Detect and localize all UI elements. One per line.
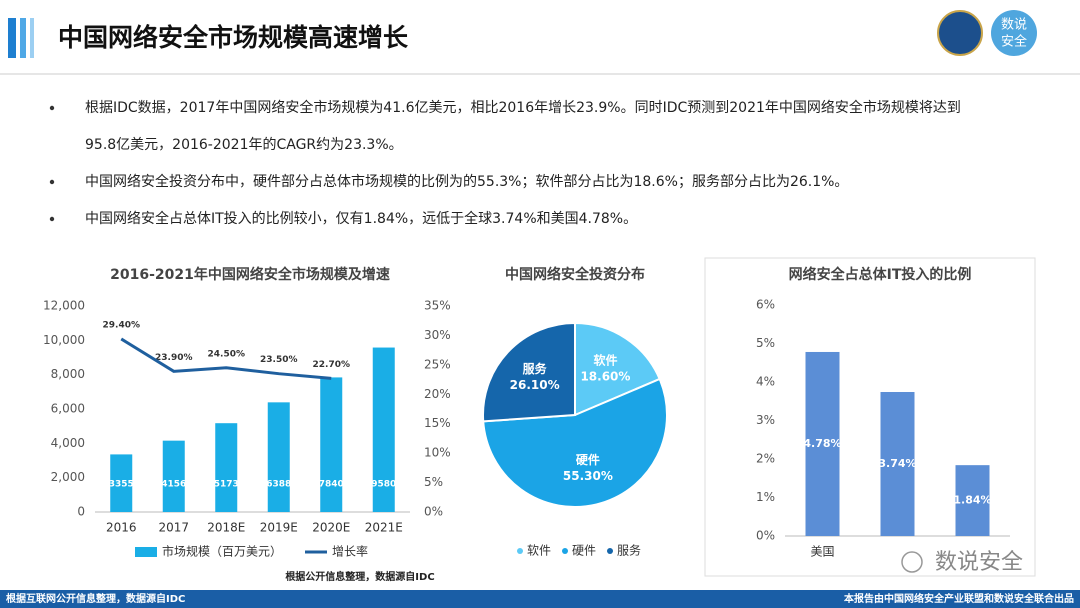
y-tick-label: 3% (756, 413, 775, 427)
bar-value-label: 1.84% (953, 494, 991, 507)
x-tick-label: 2021E (365, 521, 403, 535)
bar-value-label: 4.78% (803, 437, 841, 450)
bar-value-label: 9580 (371, 480, 396, 490)
y-tick-label: 4% (756, 375, 775, 389)
y2-tick-label: 15% (424, 416, 451, 430)
line-value-label: 23.90% (155, 353, 193, 363)
slice-label: 硬件 (576, 452, 600, 467)
x-tick-label: 2016 (106, 521, 137, 535)
bar (215, 423, 238, 512)
bar (955, 465, 990, 536)
footer-bar (0, 590, 1080, 608)
y-tick-label: 0% (756, 529, 775, 543)
logo-text: 安全 (1001, 34, 1027, 50)
bar-value-label: 4156 (161, 480, 186, 490)
line-value-label: 23.50% (260, 355, 298, 365)
pie-slice (574, 321, 661, 417)
slice-value-label: 26.10% (510, 378, 560, 392)
line-value-label: 24.50% (208, 349, 246, 359)
legend-swatch (562, 548, 568, 554)
bullet-text: 根据IDC数据，2017年中国网络安全市场规模为41.6亿美元，相比2016年增… (85, 99, 961, 116)
bullet-dot (49, 216, 55, 222)
y-tick-label: 2,000 (51, 470, 85, 484)
legend-label: 服务 (617, 543, 641, 558)
logo-text: 数说 (1001, 18, 1027, 33)
slice-value-label: 55.30% (563, 469, 613, 483)
bar (110, 454, 133, 512)
x-tick-label: 美国 (810, 545, 834, 559)
y-tick-label: 2% (756, 452, 775, 466)
y-tick-label: 6% (756, 298, 775, 312)
source-note: 根据公开信息整理，数据源自IDC (285, 570, 434, 583)
y-tick-label: 8,000 (51, 367, 85, 381)
y2-tick-label: 0% (424, 505, 443, 519)
slide-title: 中国网络安全市场规模高速增长 (58, 23, 409, 52)
y-tick-label: 1% (756, 490, 775, 504)
y-tick-label: 6,000 (51, 402, 85, 416)
chart-title: 网络安全占总体IT投入的比例 (789, 266, 972, 283)
y2-tick-label: 25% (424, 357, 451, 371)
footer-left: 根据互联网公开信息整理，数据源自IDC (6, 592, 185, 605)
header-deco (30, 18, 34, 58)
y2-tick-label: 30% (424, 328, 451, 342)
slice-value-label: 18.60% (580, 369, 630, 383)
legend-swatch (135, 547, 157, 557)
legend-label: 市场规模（百万美元） (162, 544, 282, 559)
y2-tick-label: 35% (424, 299, 451, 313)
x-tick-label: 2019E (260, 521, 298, 535)
header-deco (8, 18, 16, 58)
bar (267, 402, 290, 512)
y2-tick-label: 20% (424, 387, 451, 401)
bullet-dot (49, 179, 55, 185)
y2-tick-label: 5% (424, 475, 443, 489)
slice-label: 服务 (523, 361, 548, 376)
legend-label: 软件 (527, 544, 551, 558)
y-tick-label: 12,000 (43, 299, 85, 313)
y-tick-label: 4,000 (51, 436, 85, 450)
bar (372, 347, 395, 512)
slice-label: 软件 (593, 352, 617, 367)
y2-tick-label: 10% (424, 446, 451, 460)
x-tick-label: 2018E (207, 521, 245, 535)
legend-swatch (517, 548, 523, 554)
legend-label: 硬件 (572, 544, 596, 558)
bar (880, 392, 915, 536)
pie-slice (482, 321, 576, 423)
bullet-dot (49, 105, 55, 111)
bar-value-label: 7840 (319, 480, 344, 490)
legend-label: 增长率 (332, 544, 368, 559)
bar (805, 351, 840, 536)
chart-frame (704, 257, 1036, 577)
bar-value-label: 3.74% (878, 457, 916, 470)
y-tick-label: 0 (77, 505, 85, 519)
line-value-label: 29.40% (103, 320, 141, 330)
bar-value-label: 6388 (266, 480, 291, 490)
bar-value-label: 5173 (214, 480, 239, 490)
watermark: 数说安全 (935, 550, 1023, 575)
line (120, 337, 332, 380)
footer-right: 本报告由中国网络安全产业联盟和数说安全联合出品 (844, 592, 1074, 605)
x-tick-label: 2017 (158, 521, 189, 535)
chart-title: 2016-2021年中国网络安全市场规模及增速 (110, 266, 390, 283)
line-value-label: 22.70% (313, 360, 351, 370)
bullet-text: 95.8亿美元，2016-2021年的CAGR约为23.3%。 (85, 137, 403, 153)
bar-value-label: 3355 (109, 480, 134, 490)
logo-badge (937, 10, 983, 56)
logo-circle (991, 10, 1037, 56)
bullet-text: 中国网络安全占总体IT投入的比例较小，仅有1.84%，远低于全球3.74%和美国… (85, 210, 637, 227)
y-tick-label: 5% (756, 336, 775, 350)
wechat-icon (901, 551, 923, 573)
header-deco (20, 18, 26, 58)
legend-swatch (607, 548, 613, 554)
x-tick-label: 2020E (312, 521, 350, 535)
bar (162, 440, 185, 512)
chart-title: 中国网络安全投资分布 (505, 266, 645, 283)
y-tick-label: 10,000 (43, 333, 85, 347)
bar (320, 377, 343, 512)
pie-slice (482, 377, 668, 508)
bullet-text: 中国网络安全投资分布中，硬件部分占总体市场规模的比例为的55.3%；软件部分占比… (85, 173, 848, 190)
